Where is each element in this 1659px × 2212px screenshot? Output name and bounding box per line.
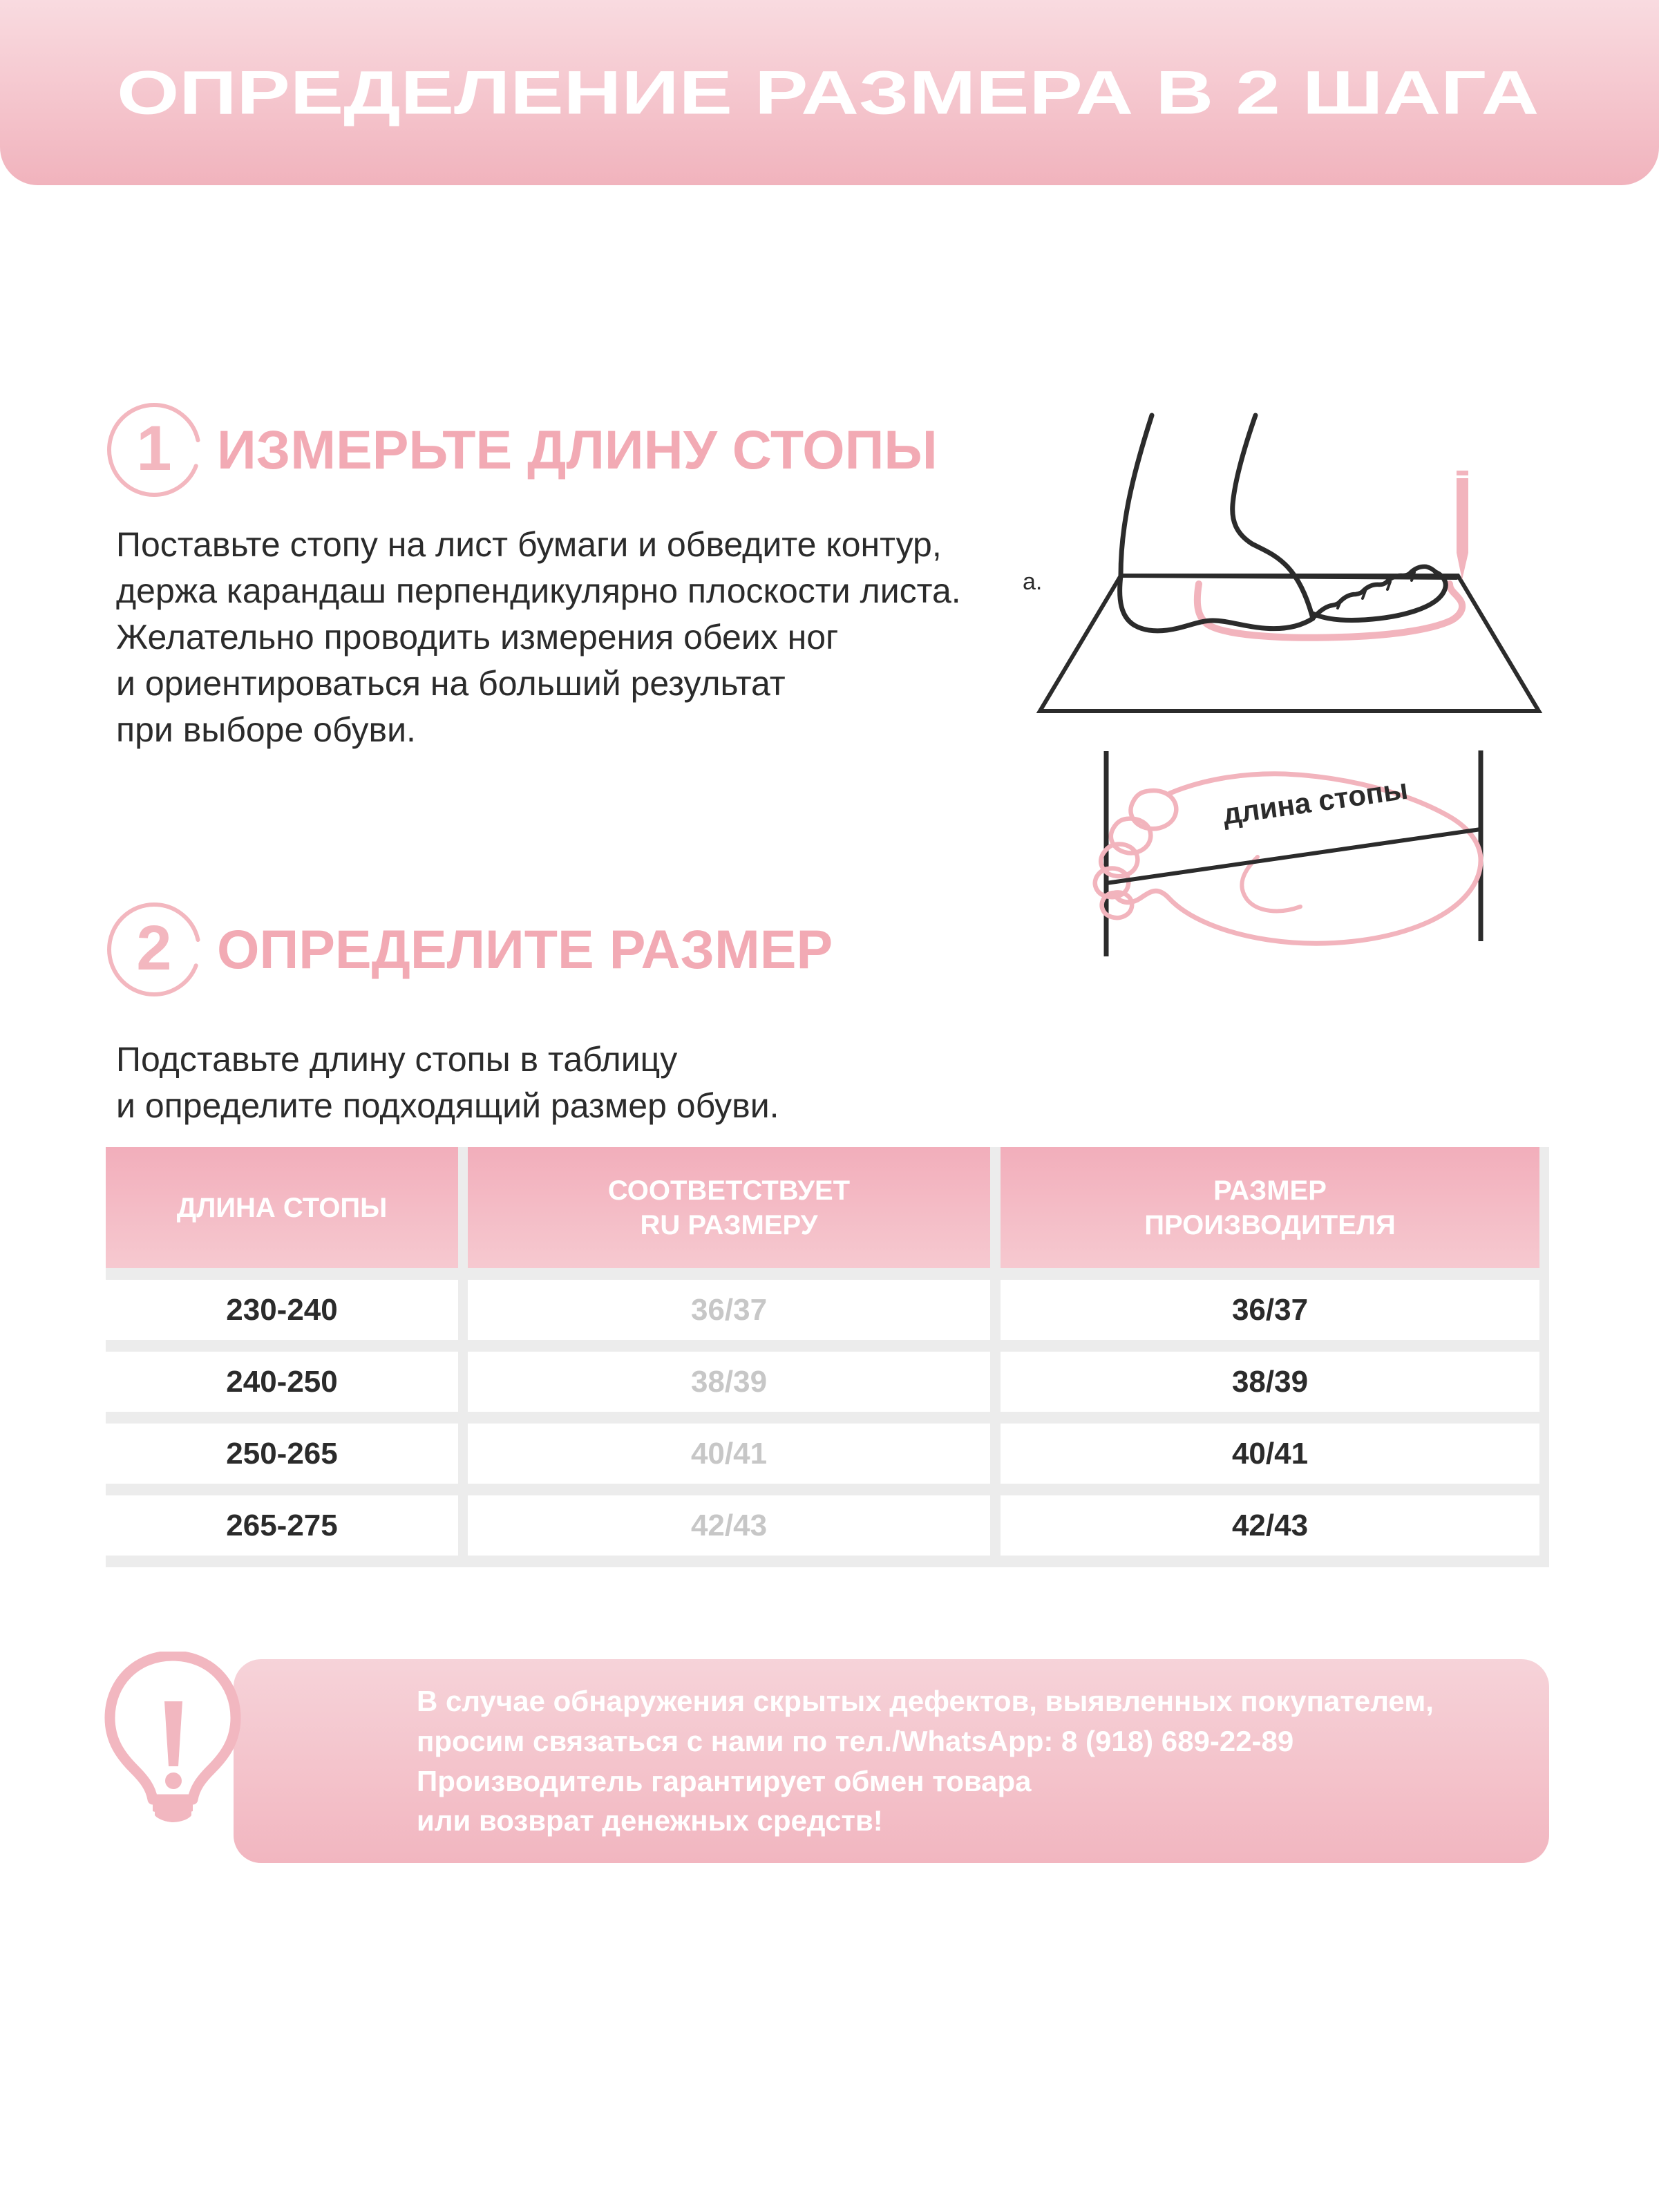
svg-text:1: 1 [136,413,171,484]
svg-text:2: 2 [136,913,171,983]
